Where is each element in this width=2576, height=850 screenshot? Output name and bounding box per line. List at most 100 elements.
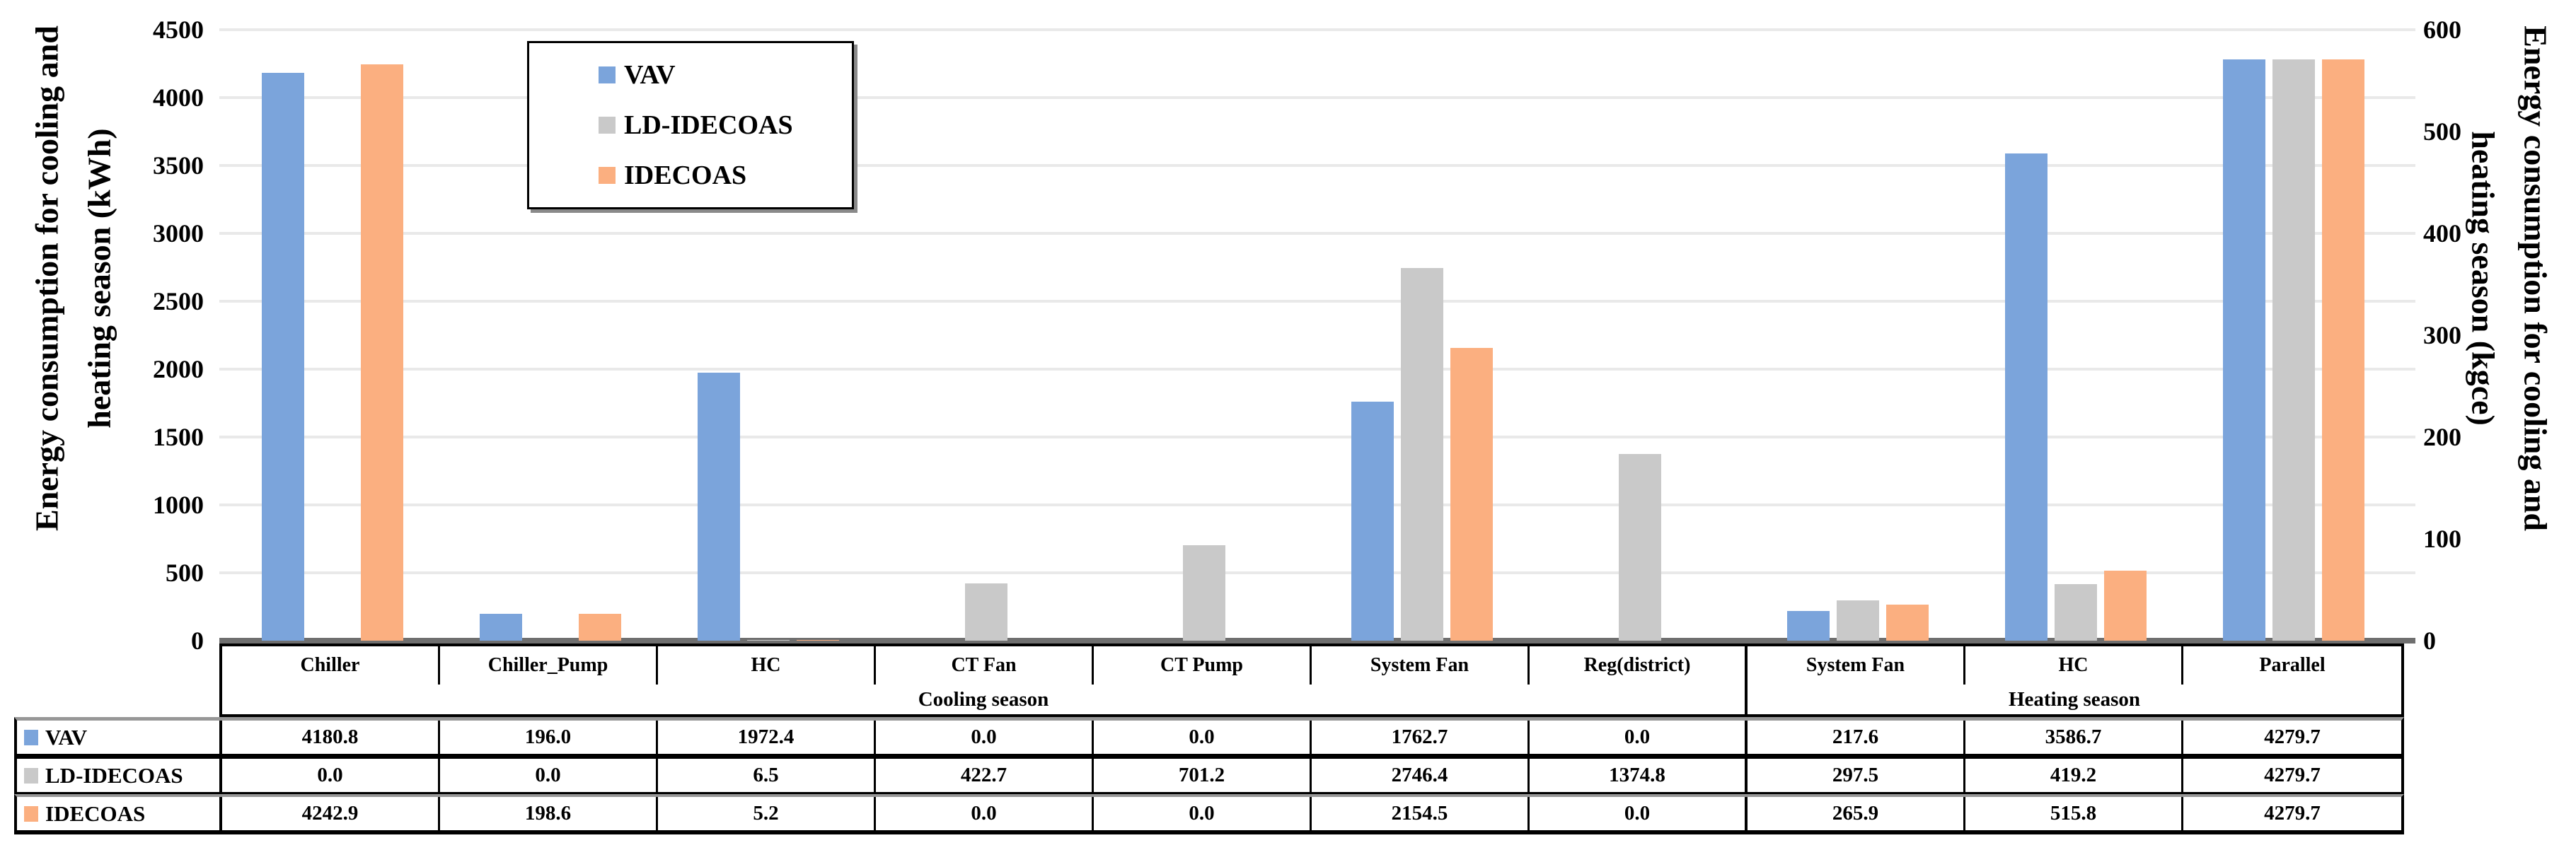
table-value-LD-IDECOAS-Chiller_Pump: 0.0 <box>440 759 658 792</box>
gridline <box>219 571 2415 574</box>
table-value-LD-IDECOAS-CT Pump: 701.2 <box>1094 759 1312 792</box>
bar-VAV-Parallel <box>2223 59 2265 641</box>
table-value-IDECOAS-HC: 5.2 <box>658 797 876 830</box>
category-axis-line <box>219 638 2415 644</box>
table-value-VAV-System Fan: 217.6 <box>1748 721 1965 754</box>
table-header-HC: HC <box>1965 646 2183 685</box>
bar-IDECOAS-HC <box>2104 571 2147 641</box>
table-value-LD-IDECOAS-CT Fan: 422.7 <box>876 759 1094 792</box>
table-row-VAV: VAV 4180.8 196.0 1972.4 0.0 0.0 1762.7 0.0 217.6… <box>14 717 2404 756</box>
left-axis-tick-label: 2000 <box>153 355 204 383</box>
right-axis-tick-label: 0 <box>2423 627 2436 655</box>
table-header-CT Pump: CT Pump <box>1094 646 1312 685</box>
left-axis-tick-label: 3000 <box>153 219 204 248</box>
bar-LD-IDECOAS-Reg(district) <box>1619 454 1661 641</box>
table-value-VAV-System Fan: 1762.7 <box>1312 721 1530 754</box>
gridline <box>219 300 2415 303</box>
table-value-VAV-Chiller_Pump: 196.0 <box>440 721 658 754</box>
left-axis-tick-label: 500 <box>166 559 204 587</box>
right-axis-tick-label: 100 <box>2423 525 2461 553</box>
bar-LD-IDECOAS-HC <box>2055 583 2097 641</box>
left-axis-tick-label: 3500 <box>153 151 204 180</box>
table-value-IDECOAS-Reg(district): 0.0 <box>1530 797 1748 830</box>
table-category-header-row: Chiller Chiller_Pump HC CT Fan CT Pump System… <box>219 644 2404 685</box>
table-value-IDECOAS-Parallel: 4279.7 <box>2264 802 2321 825</box>
table-value-LD-IDECOAS-Reg(district): 1374.8 <box>1530 759 1748 792</box>
gridline <box>219 164 2415 167</box>
gridline <box>219 436 2415 438</box>
table-value-LD-IDECOAS-System Fan: 2746.4 <box>1312 759 1530 792</box>
bar-LD-IDECOAS-HC <box>747 639 790 641</box>
table-row-IDECOAS: IDECOAS 4242.9 198.6 5.2 0.0 0.0 2154.5 0.0 265.… <box>14 794 2404 834</box>
table-value-IDECOAS-CT Fan: 0.0 <box>876 797 1094 830</box>
right-axis-tick-label: 200 <box>2423 423 2461 451</box>
left-axis-tick-label: 1500 <box>153 423 204 451</box>
table-value-IDECOAS-HC: 515.8 <box>1965 797 2183 830</box>
bar-IDECOAS-System Fan <box>1450 348 1493 641</box>
legend-swatch-icon <box>599 166 616 184</box>
right-axis-tick-label: 300 <box>2423 321 2461 349</box>
left-axis-tick-label: 0 <box>191 627 204 655</box>
row-series-swatch-icon <box>24 805 38 822</box>
bar-IDECOAS-HC <box>797 640 839 641</box>
legend-label: VAV <box>624 60 676 91</box>
table-header-Chiller: Chiller <box>222 646 440 685</box>
table-row-label-LD-IDECOAS: LD-IDECOAS <box>17 759 222 792</box>
table-value-VAV-HC: 1972.4 <box>658 721 876 754</box>
legend-item-LD-IDECOAS: LD-IDECOAS <box>599 112 852 139</box>
bar-IDECOAS-Chiller <box>361 64 403 641</box>
table-value-VAV-CT Fan: 0.0 <box>876 721 1094 754</box>
bar-LD-IDECOAS-CT Pump <box>1183 545 1225 641</box>
row-label-text: IDECOAS <box>45 800 146 826</box>
bar-VAV-System Fan <box>1787 611 1830 641</box>
table-header-HC: HC <box>658 646 876 685</box>
left-axis-tick-label: 4500 <box>153 16 204 44</box>
table-value-VAV-Reg(district): 0.0 <box>1530 721 1748 754</box>
legend: VAV LD-IDECOAS IDECOAS <box>527 41 854 209</box>
table-header-Parallel: Parallel <box>2259 654 2326 676</box>
table-value-LD-IDECOAS-Chiller: 0.0 <box>222 759 440 792</box>
left-axis-tick-label: 2500 <box>153 287 204 315</box>
gridline <box>219 232 2415 235</box>
bar-VAV-Chiller <box>262 73 304 641</box>
table-value-VAV-Chiller: 4180.8 <box>222 721 440 754</box>
gridline <box>219 96 2415 99</box>
bar-LD-IDECOAS-CT Fan <box>965 583 1007 641</box>
table-value-LD-IDECOAS-HC: 419.2 <box>1965 759 2183 792</box>
table-header-System Fan: System Fan <box>1748 646 1965 685</box>
bar-IDECOAS-Chiller_Pump <box>579 613 621 641</box>
legend-swatch-icon <box>599 116 616 134</box>
left-axis-tick-label: 4000 <box>153 83 204 112</box>
table-header-Reg(district): Reg(district) <box>1530 646 1748 685</box>
right-axis-tick-label: 400 <box>2423 219 2461 248</box>
bar-VAV-System Fan <box>1351 401 1394 641</box>
gridline <box>219 503 2415 506</box>
row-label-text: VAV <box>45 724 88 750</box>
bar-VAV-HC <box>698 373 740 641</box>
table-value-IDECOAS-Chiller_Pump: 198.6 <box>440 797 658 830</box>
table-value-VAV-CT Pump: 0.0 <box>1094 721 1312 754</box>
table-value-LD-IDECOAS-System Fan: 297.5 <box>1748 759 1965 792</box>
table-season-Cooling season: Cooling season <box>222 685 1748 714</box>
table-value-LD-IDECOAS-Parallel: 4279.7 <box>2264 764 2321 786</box>
right-axis-tick-label: 500 <box>2423 117 2461 146</box>
bar-IDECOAS-Parallel <box>2322 59 2364 641</box>
table-header-CT Fan: CT Fan <box>876 646 1094 685</box>
legend-label: IDECOAS <box>624 160 747 190</box>
table-row-label-VAV: VAV <box>17 721 222 754</box>
gridline <box>219 368 2415 371</box>
bar-IDECOAS-System Fan <box>1886 604 1929 641</box>
legend-item-IDECOAS: IDECOAS <box>599 162 852 189</box>
table-season-Heating season: Heating season <box>2008 687 2141 711</box>
table-value-IDECOAS-System Fan: 2154.5 <box>1312 797 1530 830</box>
table-value-VAV-Parallel: 4279.7 <box>2264 726 2321 748</box>
bar-LD-IDECOAS-System Fan <box>1401 267 1443 641</box>
table-value-LD-IDECOAS-HC: 6.5 <box>658 759 876 792</box>
legend-item-VAV: VAV <box>599 62 852 88</box>
table-row-label-IDECOAS: IDECOAS <box>17 797 222 830</box>
row-series-swatch-icon <box>24 729 38 745</box>
table-row-LD-IDECOAS: LD-IDECOAS 0.0 0.0 6.5 422.7 701.2 2746.4 1374.… <box>14 756 2404 794</box>
bar-LD-IDECOAS-Parallel <box>2272 59 2315 641</box>
